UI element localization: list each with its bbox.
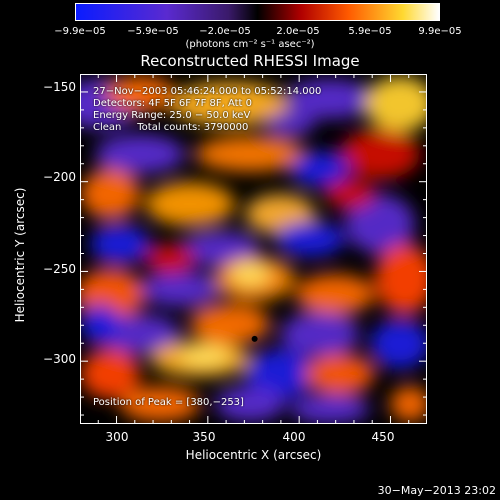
heatmap-region	[305, 354, 375, 394]
x-tick-label: 350	[192, 430, 216, 444]
colorbar-tick: −5.9e−05	[127, 26, 179, 37]
heatmap-region	[365, 76, 427, 132]
heatmap-region	[280, 312, 360, 356]
colorbar-tick: 9.9e−05	[418, 26, 462, 37]
annotation-energy: Energy Range: 25.0 − 50.0 keV	[93, 110, 251, 121]
annotation-peak: Position of Peak = [380,−253]	[93, 397, 244, 408]
heatmap-region	[170, 82, 290, 126]
heatmap-region	[325, 179, 375, 209]
heatmap-region	[285, 79, 375, 119]
annotation-detectors: Detectors: 4F 5F 6F 7F 8F, Att 0	[93, 98, 253, 109]
y-tick-label: −300	[43, 352, 76, 366]
heatmap-region	[145, 182, 235, 226]
heatmap-region	[140, 271, 220, 307]
heatmap-region	[95, 134, 185, 174]
y-tick-label: −200	[43, 170, 76, 184]
colorbar-tick: −2.0e−05	[199, 26, 251, 37]
colorbar-tick: −9.9e−05	[54, 26, 106, 37]
heatmap-region	[90, 224, 150, 264]
heatmap-plot	[80, 74, 427, 424]
heatmap-region	[120, 386, 200, 422]
heatmap-region	[390, 386, 427, 422]
heatmap-region	[80, 169, 140, 219]
heatmap-region	[265, 112, 315, 136]
x-tick-label: 400	[282, 430, 306, 444]
timestamp: 30−May−2013 23:02	[377, 484, 496, 497]
colorbar-tick: 5.9e−05	[348, 26, 392, 37]
x-tick-label: 300	[105, 430, 129, 444]
colorbar	[75, 3, 440, 21]
heatmap-region	[375, 244, 427, 314]
peak-marker	[251, 335, 258, 342]
heatmap-region	[105, 76, 175, 112]
annotation-method: Clean Total counts: 3790000	[93, 122, 249, 133]
heatmap-region	[290, 394, 370, 424]
heatmap-region	[345, 194, 415, 254]
heatmap-region	[290, 151, 350, 187]
heatmap-region	[80, 304, 120, 344]
heatmap-region	[340, 129, 420, 179]
heatmap-region	[180, 346, 230, 366]
heatmap-region	[145, 244, 195, 274]
heatmap-region	[370, 319, 427, 369]
annotation-time: 27−Nov−2003 05:46:24.000 to 05:52:14.000	[93, 86, 322, 97]
heatmap-region	[80, 349, 140, 399]
heatmap-region	[245, 349, 315, 399]
heatmap-region	[190, 304, 270, 344]
heatmap-region	[275, 221, 345, 257]
y-tick-label: −250	[43, 262, 76, 276]
x-tick-label: 450	[371, 430, 395, 444]
colorbar-units: (photons cm⁻² s⁻¹ asec⁻²)	[185, 39, 315, 50]
y-axis-label: Heliocentric Y (arcsec)	[13, 187, 27, 323]
chart-title: Reconstructed RHESSI Image	[140, 52, 360, 70]
heatmap-region	[215, 386, 285, 422]
heatmap-region	[195, 136, 305, 172]
heatmap-region	[230, 262, 270, 286]
colorbar-tick: 2.0e−05	[276, 26, 320, 37]
heatmap-region	[295, 274, 375, 314]
y-tick-label: −150	[43, 80, 76, 94]
heatmap-region	[180, 231, 260, 267]
x-axis-label: Heliocentric X (arcsec)	[185, 448, 322, 462]
